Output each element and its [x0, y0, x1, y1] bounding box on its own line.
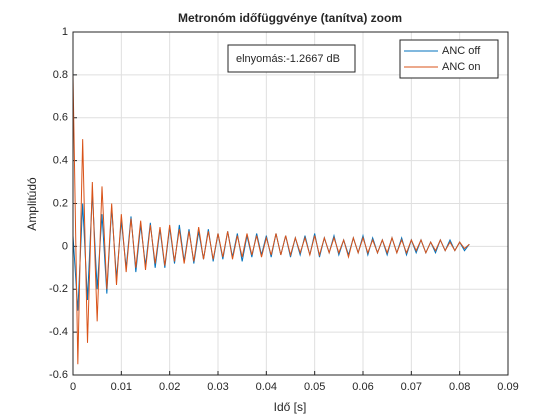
y-tick-label: 1 [62, 26, 68, 38]
x-tick-label: 0.07 [401, 381, 422, 393]
annotation-box [227, 44, 356, 73]
x-tick-label: 0.03 [207, 381, 228, 393]
x-tick-label: 0.05 [304, 381, 325, 393]
y-tick-label: -0.6 [49, 369, 68, 381]
axes-box [72, 31, 509, 376]
y-tick-label: 0.4 [53, 155, 68, 167]
y-tick-label: 0.6 [53, 112, 68, 124]
legend-box [399, 39, 499, 79]
x-tick-label: 0.01 [111, 381, 132, 393]
y-tick-label: 0.2 [53, 197, 68, 209]
y-tick-label: 0 [62, 240, 68, 252]
x-tick-label: 0.02 [159, 381, 180, 393]
annotation: elnyomás:-1.2667 dB [236, 53, 340, 65]
x-tick-label: 0.09 [497, 381, 518, 393]
y-tick-label: 0.8 [53, 69, 68, 81]
x-tick-label: 0.06 [352, 381, 373, 393]
series-line [72, 74, 470, 365]
x-tick-label: 0.04 [256, 381, 277, 393]
x-axis-label: Idő [s] [274, 400, 307, 414]
y-tick-label: -0.2 [49, 283, 68, 295]
x-tick-label: 0 [70, 381, 76, 393]
y-tick-label: -0.4 [49, 326, 68, 338]
legend-label: ANC off [442, 45, 481, 57]
chart-title: Metronóm időfüggvénye (tanítva) zoom [178, 11, 402, 25]
legend-label: ANC on [442, 61, 481, 73]
y-axis-label: Amplitúdó [25, 177, 39, 231]
x-tick-label: 0.08 [449, 381, 470, 393]
